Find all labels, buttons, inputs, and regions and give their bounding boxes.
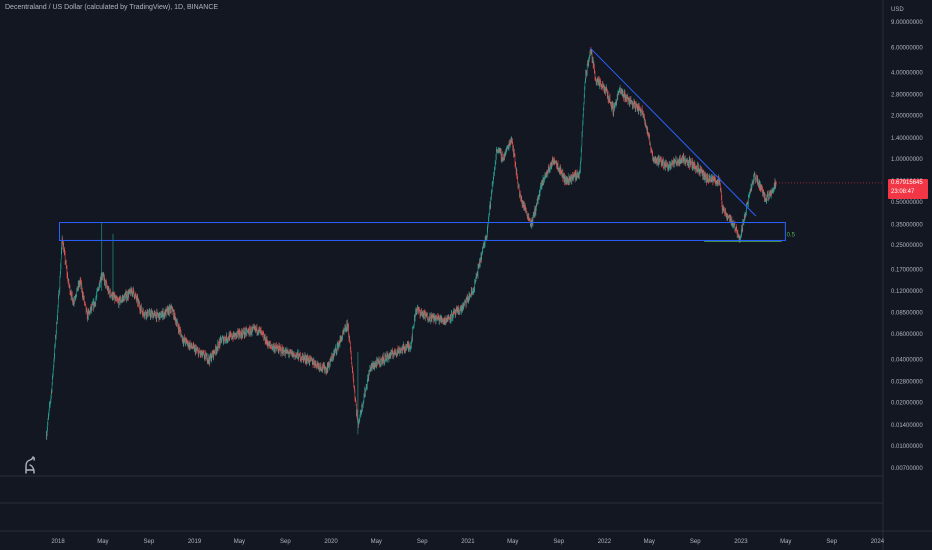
candles-layer <box>46 46 777 441</box>
last-price: 0.67915645 <box>891 180 923 186</box>
price-tick-label: 6.00000000 <box>891 45 923 51</box>
time-tick-label: May <box>371 539 382 545</box>
price-tick-label: 9.00000000 <box>891 20 923 26</box>
price-tick-label: 1.40000000 <box>891 136 923 142</box>
price-axis-ticks: 9.00000000 6.00000000 4.00000000 2.80000000… <box>891 20 923 472</box>
price-tick-label: 0.25000000 <box>891 243 923 249</box>
price-tick-label: 0.02000000 <box>891 401 923 407</box>
price-tick-label: 2.00000000 <box>891 114 923 120</box>
last-price-badge: 0.67915645 23:08:47 <box>888 179 928 199</box>
price-tick-label: 0.50000000 <box>891 200 923 206</box>
time-tick-label: 2020 <box>324 539 338 545</box>
price-tick-label: 0.01400000 <box>891 423 923 429</box>
price-tick-label: 0.04000000 <box>891 357 923 363</box>
price-tick-label: 1.00000000 <box>891 157 923 163</box>
tradingview-logo-icon[interactable] <box>20 455 40 480</box>
time-tick-label: 2018 <box>51 539 65 545</box>
time-tick-label: May <box>97 539 108 545</box>
time-tick-label: Sep <box>417 539 428 545</box>
time-tick-label: Sep <box>144 539 155 545</box>
drawings-layer[interactable]: 0.5 <box>58 47 883 243</box>
time-tick-label: May <box>507 539 518 545</box>
time-axis[interactable]: 2018 May Sep 2019 May Sep 2020 May Sep 2021 May Sep… <box>51 539 884 545</box>
price-tick-label: 2.80000000 <box>891 93 923 99</box>
time-tick-label: May <box>644 539 655 545</box>
price-tick-label: 4.00000000 <box>891 71 923 77</box>
price-tick-label: 0.06000000 <box>891 332 923 338</box>
price-tick-label: 0.00700000 <box>891 466 923 472</box>
time-tick-label: 2019 <box>188 539 202 545</box>
price-tick-label: 0.01000000 <box>891 444 923 450</box>
price-axis[interactable]: USD 9.00000000 6.00000000 4.00000000 2.8000… <box>891 7 923 472</box>
time-tick-label: Sep <box>826 539 837 545</box>
price-tick-label: 0.12000000 <box>891 289 923 295</box>
time-tick-label: May <box>234 539 245 545</box>
price-tick-label: 0.35000000 <box>891 222 923 228</box>
time-tick-label: Sep <box>690 539 701 545</box>
time-tick-label: 2024 <box>871 539 885 545</box>
fib-level-label: 0.5 <box>787 233 796 239</box>
price-tick-label: 0.08500000 <box>891 310 923 316</box>
support-zone-rectangle[interactable] <box>58 222 786 241</box>
time-tick-label: 2021 <box>461 539 475 545</box>
currency-label: USD <box>891 7 904 13</box>
time-tick-label: Sep <box>280 539 291 545</box>
bar-countdown: 23:08:47 <box>891 189 915 195</box>
price-tick-label: 0.02800000 <box>891 380 923 386</box>
time-tick-label: Sep <box>553 539 564 545</box>
time-tick-label: 2022 <box>598 539 612 545</box>
trendline[interactable] <box>590 47 757 217</box>
time-tick-label: May <box>780 539 791 545</box>
price-tick-label: 0.17000000 <box>891 267 923 273</box>
chart-title: Decentraland / US Dollar (calculated by … <box>5 4 219 11</box>
time-tick-label: 2023 <box>734 539 748 545</box>
